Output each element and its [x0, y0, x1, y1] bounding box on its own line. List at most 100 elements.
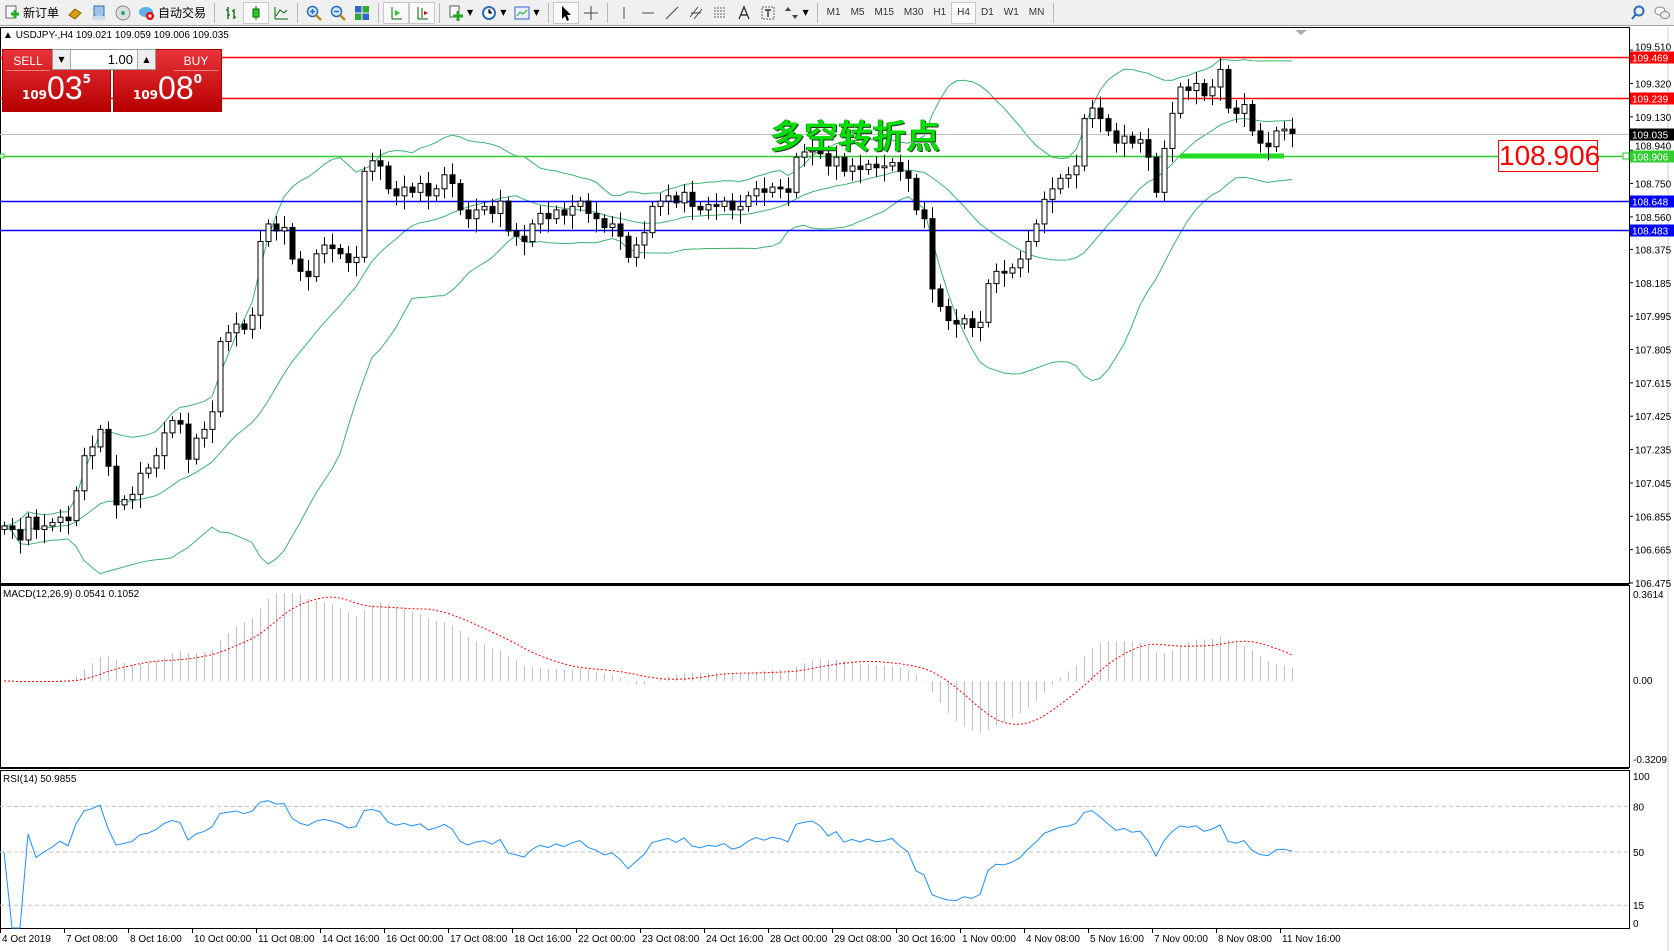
arrows-button[interactable]: ▼ [780, 2, 813, 24]
candle-bear [177, 420, 184, 425]
vertical-line-button[interactable] [612, 2, 636, 24]
lot-size-input[interactable]: ▼ 1.00 ▲ [52, 49, 156, 70]
candle-bull [169, 420, 176, 434]
one-click-trading-panel: SELL 109035 BUY 109080 ▼ 1.00 ▲ [2, 49, 222, 112]
price-line-label: 109.239 [1632, 95, 1669, 106]
candle-bull [1009, 267, 1016, 274]
line-chart-icon [274, 6, 289, 19]
line-chart-button[interactable] [269, 2, 293, 24]
candle-bull [657, 200, 664, 207]
candle-bear [969, 318, 976, 329]
timeframe-m30[interactable]: M30 [903, 7, 924, 18]
candle-bull [665, 195, 672, 202]
lot-value[interactable]: 1.00 [107, 52, 133, 67]
tile-windows-button[interactable] [350, 2, 374, 24]
candle-bull [217, 341, 224, 413]
zoom-out-button[interactable] [326, 2, 350, 24]
periods-icon [482, 5, 497, 20]
candle-bear [305, 270, 312, 278]
chart-title: ▲ USDJPY-,H4 109.021 109.059 109.006 109… [3, 30, 229, 41]
candle-bear [689, 191, 696, 207]
price-label-box[interactable]: 108.906 [1498, 140, 1601, 172]
candle-bear [185, 423, 192, 460]
crosshair-button[interactable] [579, 2, 603, 24]
navigator-button[interactable] [87, 2, 111, 24]
candle-bull [833, 156, 840, 167]
annotation-text[interactable]: 多空转折点 [771, 117, 941, 156]
dropdown-arrow-icon[interactable]: ▼ [802, 8, 809, 17]
new-order-button[interactable]: 新订单 [0, 2, 63, 24]
signals-button[interactable] [111, 2, 135, 24]
timeframe-m1[interactable]: M1 [826, 7, 841, 18]
periods-button[interactable]: ▼ [477, 2, 510, 24]
bollinger-lower-band [3, 176, 1293, 575]
market-watch-button[interactable] [63, 2, 87, 24]
trendline-button[interactable] [660, 2, 684, 24]
candle-bull [1065, 174, 1072, 179]
time-tick-label: 29 Oct 08:00 [834, 934, 892, 945]
chat-icon [1654, 6, 1670, 19]
candle-bear [913, 177, 920, 211]
candle-bull [985, 283, 992, 323]
lot-increase-button[interactable]: ▲ [137, 50, 155, 69]
lot-decrease-button[interactable]: ▼ [53, 50, 71, 69]
timeframe-d1[interactable]: D1 [980, 7, 994, 18]
fibonacci-button[interactable] [708, 2, 732, 24]
text-button[interactable] [732, 2, 756, 24]
candle-bull [881, 165, 888, 169]
candle-bull [481, 205, 488, 211]
candle-bull [1273, 130, 1280, 148]
candle-bear [377, 160, 384, 167]
zoom-in-button[interactable] [302, 2, 326, 24]
dropdown-arrow-icon[interactable]: ▼ [467, 8, 474, 17]
price-tick-label: 107.805 [1635, 345, 1672, 356]
pane-frame [0, 770, 1630, 929]
text-label-button[interactable] [756, 2, 780, 24]
macd-tick-label: 0.3614 [1633, 590, 1664, 601]
cursor-button[interactable] [552, 1, 579, 24]
candle-bear [337, 248, 344, 255]
collapse-triangle-icon[interactable]: ▲ [3, 30, 13, 41]
buy-label: BUY [174, 52, 218, 71]
auto-scroll-button[interactable] [383, 1, 410, 24]
candle-bull [353, 256, 360, 264]
indicators-button[interactable]: ▼ [444, 2, 477, 24]
candle-bull [249, 314, 256, 330]
time-tick-label: 4 Oct 2019 [2, 934, 51, 945]
chat-button[interactable] [1650, 2, 1674, 24]
candle-bull [145, 467, 152, 474]
price-line-label: 108.648 [1632, 198, 1669, 209]
price-line-label: 109.035 [1632, 131, 1669, 142]
bar-chart-button[interactable] [219, 2, 243, 24]
price-tick-label: 108.940 [1635, 142, 1672, 153]
chart-shift-button[interactable] [409, 1, 436, 24]
candle-bear [273, 223, 280, 232]
timeframe-m15[interactable]: M15 [874, 7, 894, 18]
timeframe-h1[interactable]: H1 [933, 7, 947, 18]
timeframe-w1[interactable]: W1 [1003, 7, 1019, 18]
candle-bear [697, 205, 704, 211]
candle-bull [977, 321, 984, 329]
dropdown-arrow-icon[interactable]: ▼ [533, 8, 540, 17]
price-label-bg [1630, 92, 1674, 105]
time-tick-label: 28 Oct 00:00 [770, 934, 828, 945]
auto-trading-button[interactable]: 自动交易 [135, 2, 210, 24]
candle-bear [465, 209, 472, 220]
candle-bear [617, 223, 624, 237]
time-tick-label: 24 Oct 16:00 [706, 934, 764, 945]
price-tick-label: 109.510 [1635, 43, 1672, 54]
candle-bull [89, 446, 96, 457]
timeframe-mn[interactable]: MN [1028, 7, 1045, 18]
chart-shift-marker-icon [1295, 30, 1307, 35]
templates-button[interactable]: ▼ [510, 2, 543, 24]
horizontal-line-button[interactable] [636, 2, 660, 24]
equidistant-channel-button[interactable] [684, 2, 708, 24]
timeframe-h4[interactable]: H4 [951, 1, 976, 24]
timeframe-m5[interactable]: M5 [850, 7, 865, 18]
candlestick-button[interactable] [243, 1, 270, 24]
candle-bull [849, 165, 856, 172]
dropdown-arrow-icon[interactable]: ▼ [500, 8, 507, 17]
search-button[interactable] [1626, 2, 1650, 24]
candle-bull [361, 170, 368, 258]
